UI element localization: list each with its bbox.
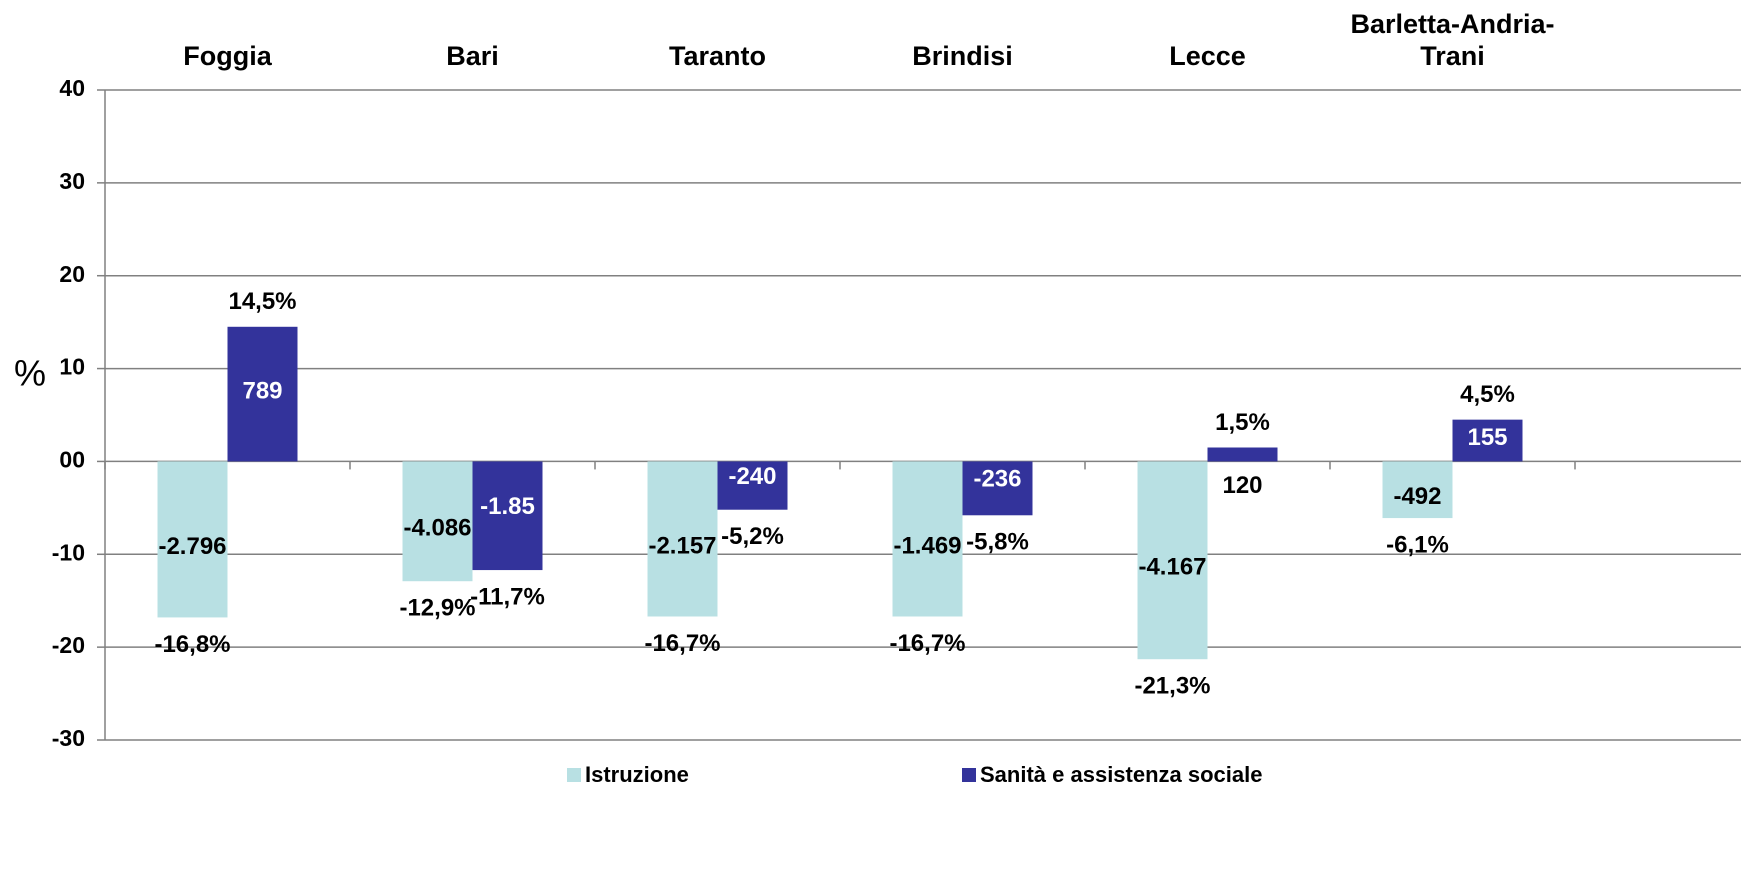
legend-swatch [567,768,581,782]
y-tick-label: 40 [59,75,85,101]
category-label: Bari [446,41,499,71]
count-label: -4.086 [403,515,471,542]
value-label: -11,7% [470,583,545,610]
value-label: -6,1% [1386,531,1449,558]
category-label: Brindisi [912,41,1013,71]
legend-label: Sanità e assistenza sociale [980,762,1263,787]
y-tick-label: 20 [59,261,85,287]
count-label: -2.796 [158,533,226,560]
category-label: Lecce [1169,41,1246,71]
bar [717,461,788,510]
bar [647,461,718,617]
category-label: Foggia [183,41,272,71]
y-tick-label: 30 [59,168,85,194]
y-tick-label: -10 [52,539,85,565]
bar [1452,419,1523,462]
count-label: -236 [973,466,1021,493]
count-label: 789 [242,377,282,404]
y-axis-label: % [14,353,46,394]
category-label: Barletta-Andria-Trani [1350,9,1555,71]
value-label: 4,5% [1460,381,1515,408]
count-label: 120 [1222,472,1262,499]
y-tick-label: -20 [52,632,85,658]
bar [227,326,298,462]
bar [402,461,473,582]
legend-label: Istruzione [585,762,689,787]
count-label: -1.85 [480,493,535,520]
value-label: -5,8% [966,529,1029,556]
y-tick-label: 00 [59,447,85,473]
value-label: -16,7% [889,630,965,657]
value-label: -5,2% [721,523,784,550]
count-label: -4.167 [1138,554,1206,581]
value-label: -16,7% [644,630,720,657]
bar [1137,461,1208,660]
value-label: -12,9% [399,595,475,622]
y-tick-label: -30 [52,725,85,751]
value-label: 1,5% [1215,409,1270,436]
count-label: -1.469 [893,532,961,559]
legend-swatch [962,768,976,782]
bar [892,461,963,617]
category-label: Taranto [668,41,766,71]
bar [157,461,228,618]
bar [962,461,1033,516]
value-label: -21,3% [1134,673,1210,700]
count-label: -492 [1393,483,1441,510]
y-tick-label: 10 [59,354,85,380]
value-label: -16,8% [154,631,230,658]
value-label: 14,5% [228,288,296,315]
bar [1382,461,1453,519]
bar [1207,447,1278,462]
count-label: -2.157 [648,532,716,559]
count-label: 155 [1467,424,1507,451]
count-label: -240 [728,463,776,490]
bar [472,461,543,571]
